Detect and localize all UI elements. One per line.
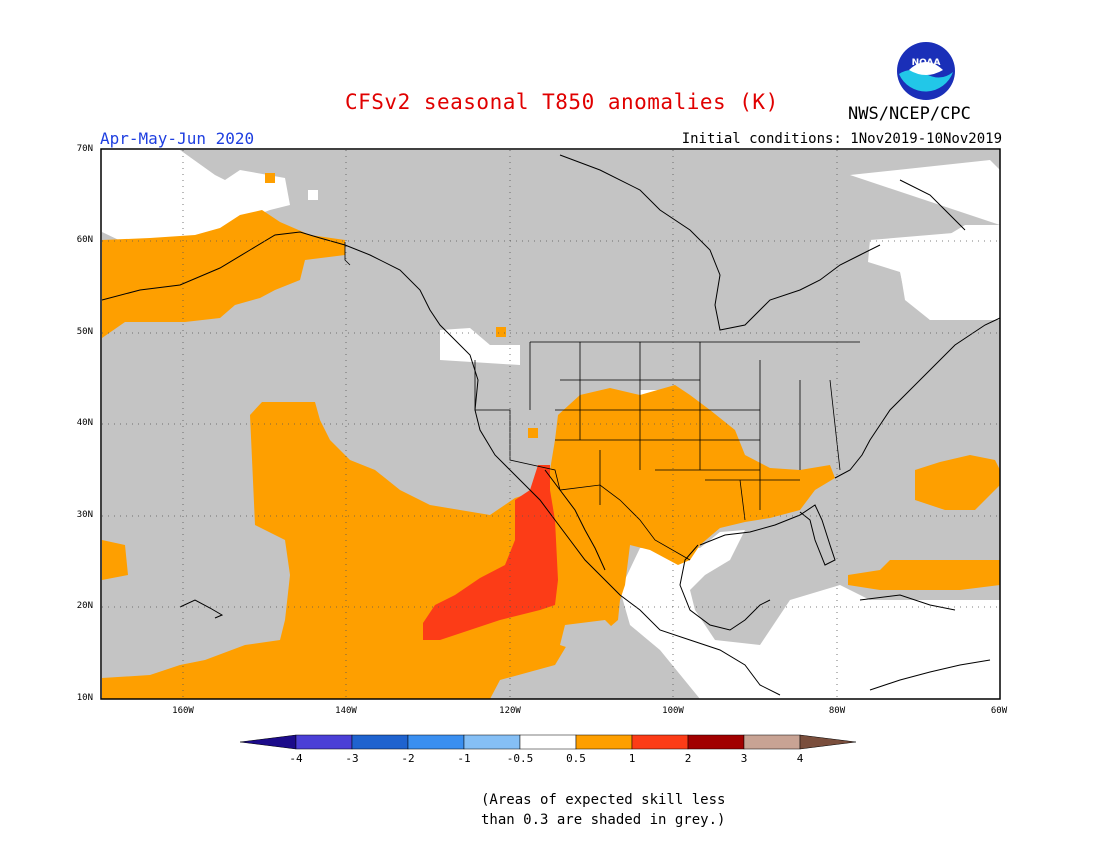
red-positive-anomaly-area [423, 465, 558, 640]
agency-label: NWS/NCEP/CPC [848, 104, 971, 124]
colorbar-label: 4 [796, 752, 804, 765]
forecast-period: Apr-May-Jun 2020 [100, 129, 255, 148]
logo-text: NOAA [912, 58, 941, 68]
colorbar-arrow-low [239, 734, 297, 750]
lon-label-80w: 80W [828, 706, 846, 716]
lon-label-100w: 100W [662, 706, 684, 716]
lat-label-30n: 30N [76, 510, 93, 520]
colorbar-swatch [631, 734, 689, 750]
lat-label-60n: 60N [76, 235, 93, 245]
skill-note-line1: (Areas of expected skill less [481, 792, 726, 808]
lat-label-50n: 50N [76, 327, 93, 337]
colorbar-label: -2 [401, 752, 415, 765]
chart-title: CFSv2 seasonal T850 anomalies (K) [345, 90, 779, 114]
initial-conditions: Initial conditions: 1Nov2019-10Nov2019 [681, 131, 1002, 147]
noaa-logo: NOAA [897, 42, 955, 100]
colorbar-swatch [407, 734, 465, 750]
lat-label-20n: 20N [76, 601, 93, 611]
orange-positive-anomaly-areas [102, 173, 1000, 699]
colorbar-label: 1 [628, 752, 636, 765]
colorbar-label: 2 [684, 752, 692, 765]
lon-label-140w: 140W [335, 706, 357, 716]
colorbar-label: -4 [289, 752, 303, 765]
colorbar-arrow-high [799, 734, 857, 750]
lat-label-40n: 40N [76, 418, 93, 428]
lon-label-60w: 60W [990, 706, 1008, 716]
colorbar-swatch [687, 734, 745, 750]
colorbar-label: -1 [457, 752, 471, 765]
colorbar-swatch [463, 734, 521, 750]
skill-note-line2: than 0.3 are shaded in grey.) [481, 812, 726, 828]
lon-label-160w: 160W [172, 706, 194, 716]
map-frame [100, 148, 1001, 700]
colorbar-swatch [351, 734, 409, 750]
colorbar-label: 0.5 [566, 752, 586, 765]
lat-label-10n: 10N [76, 693, 93, 703]
colorbar-label: -0.5 [506, 752, 534, 765]
colorbar-swatch [519, 734, 577, 750]
colorbar-legend [239, 734, 857, 750]
colorbar-swatch [295, 734, 353, 750]
lat-label-70n: 70N [76, 144, 93, 154]
colorbar-label: 3 [740, 752, 748, 765]
colorbar-label: -3 [345, 752, 359, 765]
political-boundaries [344, 242, 860, 561]
lon-label-120w: 120W [499, 706, 521, 716]
colorbar-swatch [575, 734, 633, 750]
colorbar-swatch [743, 734, 801, 750]
